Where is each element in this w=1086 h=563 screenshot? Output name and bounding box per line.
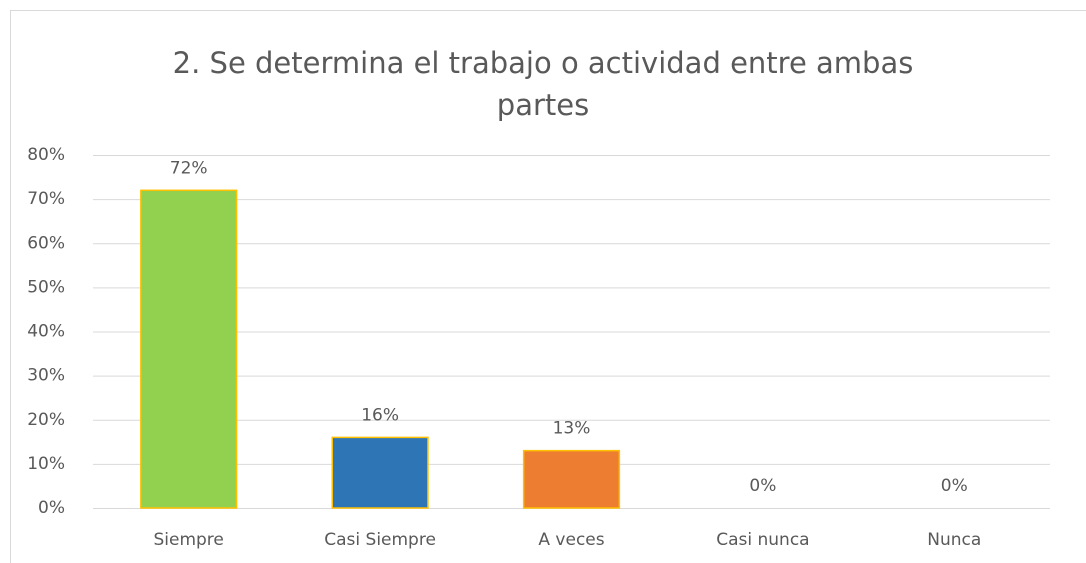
x-tick-label: Casi nunca [716, 530, 809, 550]
value-label: 13% [553, 419, 591, 439]
x-tick-label: Casi Siempre [324, 530, 436, 550]
y-tick-label: 20% [27, 410, 65, 430]
y-tick-label: 80% [27, 145, 65, 165]
y-tick-label: 30% [27, 366, 65, 386]
x-tick-label: Siempre [153, 530, 223, 550]
value-label: 0% [749, 476, 776, 496]
value-label: 0% [941, 476, 968, 496]
y-tick-label: 60% [27, 233, 65, 253]
chart-title: 2. Se determina el trabajo o actividad e… [172, 46, 914, 122]
y-tick-label: 0% [38, 498, 65, 518]
value-label: 72% [170, 158, 208, 178]
y-tick-label: 70% [27, 189, 65, 209]
x-tick-label: A veces [538, 530, 604, 550]
bar [331, 436, 429, 509]
y-tick-label: 40% [27, 322, 65, 342]
bar [140, 189, 238, 509]
x-tick-label: Nunca [927, 530, 981, 550]
y-tick-label: 10% [27, 454, 65, 474]
bar [522, 449, 621, 509]
value-label: 16% [361, 405, 399, 425]
y-tick-label: 50% [27, 277, 65, 297]
